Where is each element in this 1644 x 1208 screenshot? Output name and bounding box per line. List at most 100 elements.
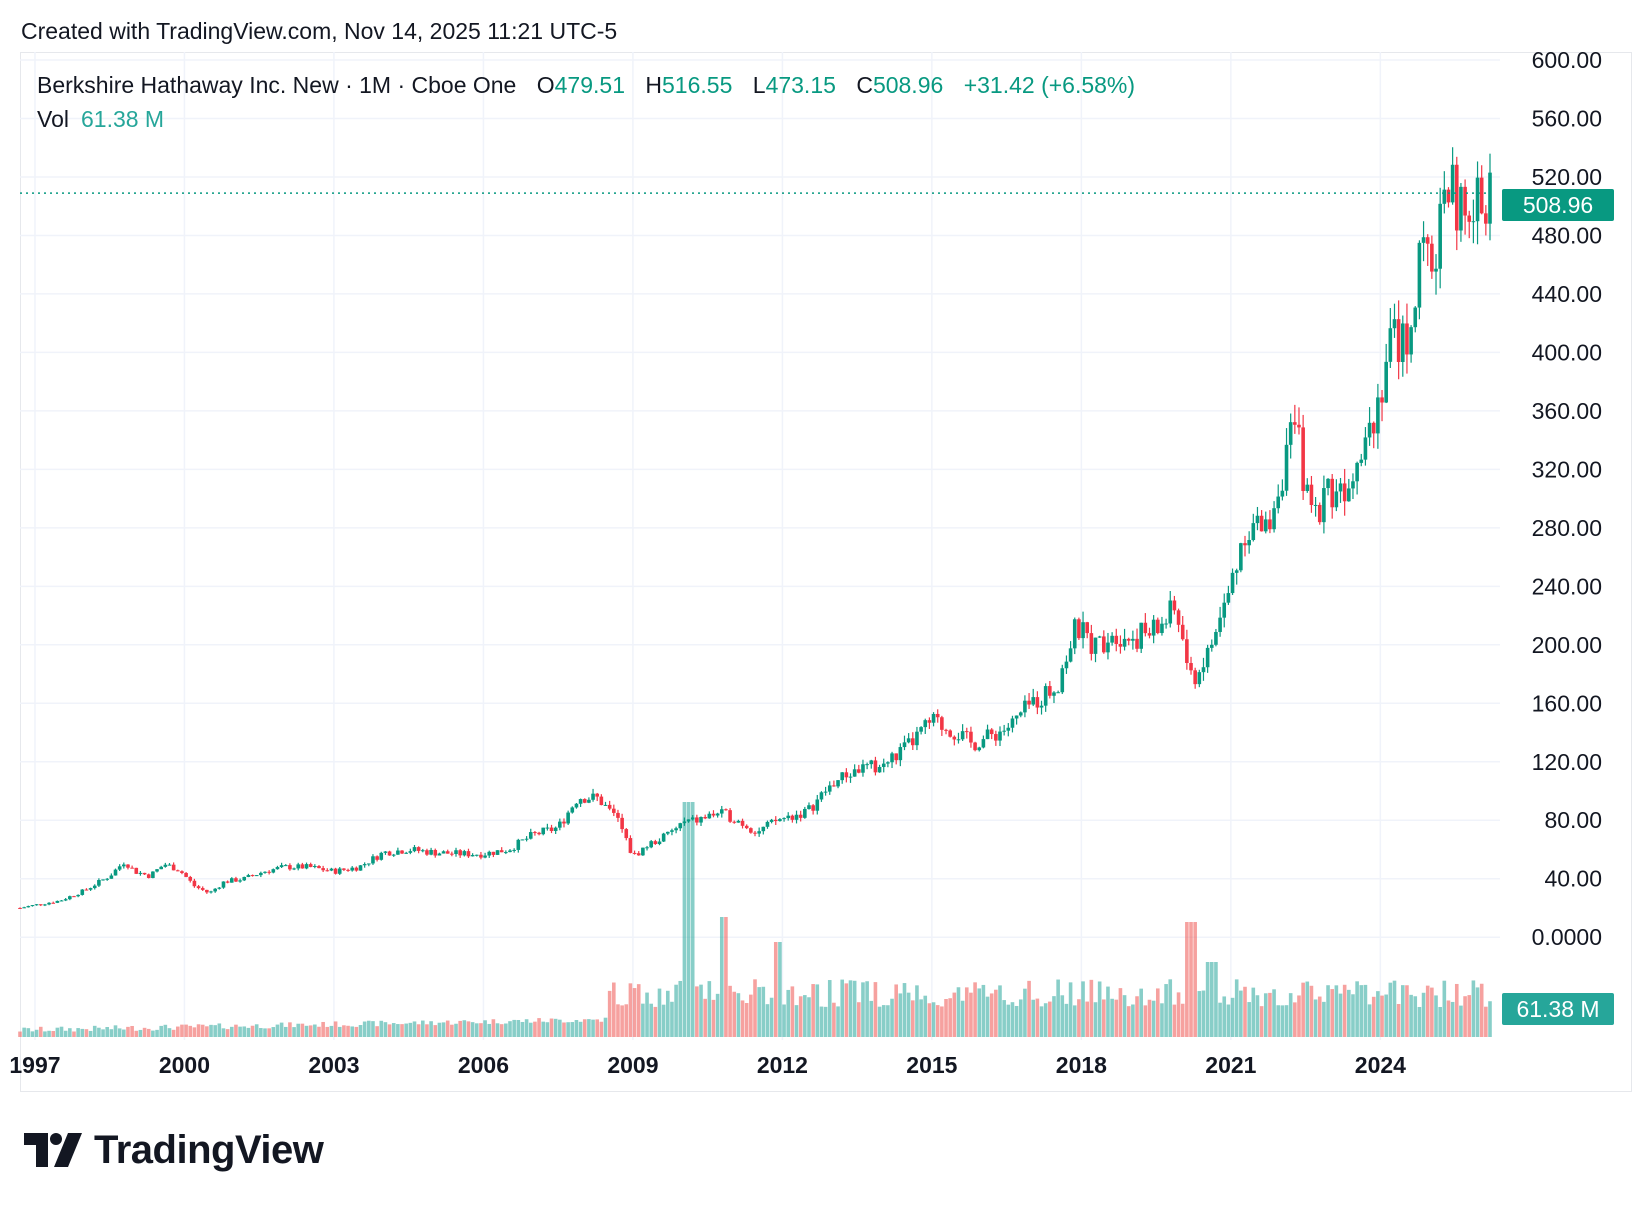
volume-bar (1351, 994, 1355, 1037)
volume-bar (445, 1020, 450, 1037)
candle-body (927, 720, 932, 723)
candle-body (474, 854, 479, 856)
volume-bar (72, 1031, 76, 1037)
volume-bar (1363, 984, 1368, 1037)
candle-body (80, 889, 85, 895)
close-label: C (856, 72, 873, 98)
candle-body (1035, 697, 1040, 708)
volume-bar (1214, 962, 1218, 1037)
volume-bar (1143, 1005, 1148, 1037)
volume-bar (292, 1027, 296, 1037)
candle-body (582, 799, 587, 803)
candle-body (973, 742, 977, 751)
volume-bar (827, 980, 832, 1037)
candle-body (803, 808, 807, 818)
candle-body (400, 850, 404, 854)
candle-body (159, 866, 163, 870)
candle-body (616, 812, 620, 818)
volume-bar (175, 1026, 180, 1037)
candle-body (1089, 633, 1094, 654)
candle-body (391, 854, 396, 856)
volume-bar (250, 1025, 255, 1037)
volume-bar (1488, 1001, 1492, 1037)
candle-body (1077, 619, 1081, 639)
candle-body (1247, 540, 1251, 546)
volume-bar (719, 917, 724, 1037)
candle-body (1459, 186, 1463, 231)
candle-body (466, 851, 471, 857)
candle-body (599, 796, 604, 806)
volume-bar (1380, 995, 1384, 1037)
volume-bar (97, 1027, 101, 1037)
candle-body (1214, 631, 1218, 645)
volume-bar (1039, 1006, 1044, 1037)
candle-body (595, 793, 600, 797)
candle-body (38, 904, 43, 906)
volume-bar (1305, 981, 1310, 1037)
candle-body (1425, 237, 1430, 244)
volume-bar (1330, 989, 1335, 1037)
candle-body (1309, 484, 1314, 505)
candle-body (1002, 730, 1006, 732)
candle-body (578, 799, 583, 804)
candle-body (408, 851, 413, 853)
candle-body (63, 899, 68, 901)
candle-body (101, 879, 105, 881)
candle-body (944, 729, 948, 731)
candle-body (562, 821, 566, 824)
candle-body (437, 853, 442, 856)
tradingview-brand[interactable]: TradingView (24, 1127, 324, 1172)
candle-body (1301, 427, 1305, 491)
volume-bar (1126, 1006, 1131, 1037)
candle-body (217, 887, 222, 889)
brand-name: TradingView (94, 1127, 324, 1172)
candle-body (649, 841, 653, 848)
candle-body (1126, 638, 1131, 641)
candle-body (857, 769, 861, 773)
volume-bar (383, 1022, 388, 1037)
volume-bar (711, 999, 716, 1037)
volume-bar (857, 1002, 861, 1037)
candle-body (325, 870, 330, 872)
candle-body (504, 852, 508, 854)
candle-body (881, 763, 886, 767)
price-tick-label: 80.00 (1544, 807, 1602, 833)
volume-bar (919, 999, 923, 1037)
candle-body (1151, 619, 1156, 636)
candle-body (1014, 715, 1019, 719)
candle-body (1006, 727, 1011, 731)
volume-bar (34, 1029, 39, 1037)
candle-body (528, 832, 533, 839)
volume-bar (1484, 1006, 1488, 1037)
volume-bar (732, 991, 737, 1037)
volume-bar (1085, 1001, 1090, 1037)
candle-body (420, 850, 425, 852)
candle-body (375, 856, 379, 860)
volume-bar (59, 1026, 64, 1037)
time-tick-label: 2021 (1205, 1052, 1256, 1078)
candle-body (321, 868, 325, 871)
candle-body (271, 869, 276, 873)
price-chart[interactable]: 600.00 560.00 520.00 480.00 440.00 400.00 360.… (0, 0, 1644, 1100)
candle-body (221, 881, 226, 888)
volume-bar (562, 1022, 566, 1037)
candle-body (1102, 636, 1106, 653)
candle-body (259, 872, 263, 876)
volume-bar (1209, 962, 1214, 1037)
volume-bar (989, 993, 994, 1037)
candle-body (553, 827, 558, 831)
volume-bar (1438, 1006, 1442, 1037)
candle-body (1305, 484, 1310, 491)
candle-body (607, 804, 612, 809)
volume-bar (678, 980, 683, 1037)
volume-bar (1222, 996, 1227, 1037)
volume-bar (1093, 1002, 1098, 1037)
volume-bar (416, 1024, 421, 1037)
volume-bar (1160, 1003, 1164, 1037)
candle-body (454, 850, 458, 855)
candle-body (425, 850, 429, 855)
candle-body (910, 738, 915, 746)
volume-bar (848, 980, 853, 1037)
time-tick-label: 2015 (906, 1052, 957, 1078)
candle-body (1359, 459, 1364, 463)
